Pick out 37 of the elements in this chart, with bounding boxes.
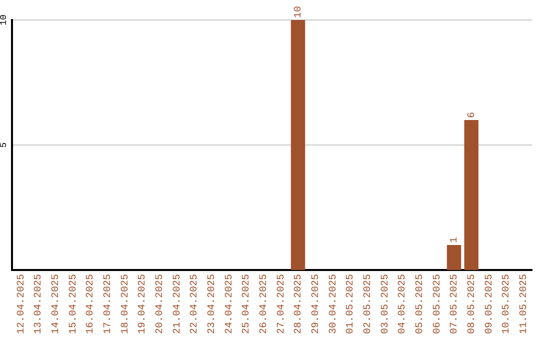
x-tick-label: 21.04.2025 xyxy=(172,274,184,334)
x-tick-label: 05.05.2025 xyxy=(414,274,426,334)
x-tick-label: 11.05.2025 xyxy=(518,274,530,334)
x-tick-label: 17.04.2025 xyxy=(102,274,114,334)
x-tick-label: 26.04.2025 xyxy=(258,274,270,334)
x-tick-label: 07.05.2025 xyxy=(450,274,461,334)
x-tick-label: 19.04.2025 xyxy=(138,274,149,334)
x-tick-label: 15.04.2025 xyxy=(68,274,80,334)
x-tick-label: 02.05.2025 xyxy=(362,274,374,334)
x-tick-label: 22.04.2025 xyxy=(190,274,201,334)
bar xyxy=(290,20,306,270)
bar xyxy=(464,120,478,270)
x-tick-label: 06.05.2025 xyxy=(432,274,444,334)
y-tick-label: 5 xyxy=(0,142,9,148)
data-label: 6 xyxy=(466,112,478,118)
bar xyxy=(446,244,462,270)
x-tick-label: 04.05.2025 xyxy=(398,274,409,334)
x-tick-label: 03.05.2025 xyxy=(380,274,392,334)
x-tick-label: 08.05.2025 xyxy=(466,274,478,334)
data-label: 1 xyxy=(450,236,461,243)
x-tick-label: 24.04.2025 xyxy=(224,274,236,334)
x-tick-label: 12.04.2025 xyxy=(16,274,28,334)
x-tick-label: 16.04.2025 xyxy=(86,274,97,334)
x-tick-label: 23.04.2025 xyxy=(206,274,218,334)
x-tick-label: 09.05.2025 xyxy=(484,274,496,334)
x-tick-label: 18.04.2025 xyxy=(120,274,132,334)
x-tick-label: 14.04.2025 xyxy=(50,274,62,334)
x-tick-label: 10.05.2025 xyxy=(502,274,513,334)
x-tick-label: 30.04.2025 xyxy=(328,274,340,334)
x-tick-label: 28.04.2025 xyxy=(294,274,305,334)
x-tick-label: 13.04.2025 xyxy=(34,274,45,334)
data-label: 10 xyxy=(294,6,305,18)
x-tick-label: 01.05.2025 xyxy=(346,274,357,334)
x-tick-label: 29.04.2025 xyxy=(310,274,322,334)
x-tick-label: 20.04.2025 xyxy=(154,274,166,334)
x-tick-label: 25.04.2025 xyxy=(242,274,253,334)
x-tick-label: 27.04.2025 xyxy=(276,274,288,334)
